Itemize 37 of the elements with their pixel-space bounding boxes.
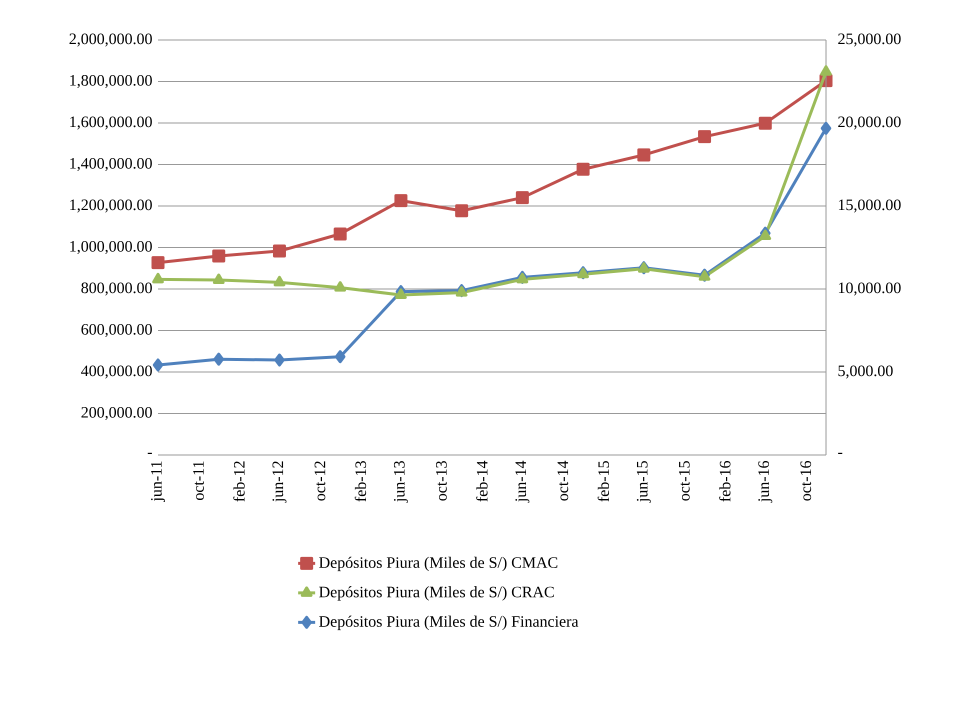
x-tick-label: feb-13 [354, 461, 366, 502]
y-tick-label: 200,000.00 [81, 406, 152, 420]
legend-label: Depósitos Piura (Miles de S/) Financiera [319, 616, 578, 630]
x-tick-label: oct-12 [314, 461, 326, 501]
y2-tick-label: 5,000.00 [838, 365, 893, 379]
x-tick-label: jun-13 [394, 461, 408, 503]
x-tick-label: oct-14 [558, 460, 568, 501]
y-tick-label: - [148, 452, 152, 454]
y2-tick-label: 10,000.00 [838, 282, 901, 296]
y2-tick-label: 20,000.00 [838, 116, 901, 130]
x-tick-label: jun-11 [151, 461, 165, 502]
x-tick-label: jun-12 [272, 461, 286, 503]
x-tick-label: feb-16 [719, 460, 730, 502]
x-tick-label: oct-16 [800, 460, 812, 501]
x-tick-label: feb-12 [233, 461, 245, 502]
y-tick-label: 1,400,000.00 [70, 158, 152, 172]
x-tick-label: oct-15 [678, 461, 690, 501]
y2-tick-label: - [838, 452, 842, 454]
x-tick-label: jun-15 [636, 461, 651, 503]
x-tick-label: feb-14 [476, 460, 488, 502]
x-tick-label: feb-15 [598, 461, 610, 502]
y-tick-label: 2,000,000.00 [70, 33, 152, 47]
legend-label: Depósitos Piura (Miles de S/) CRAC [319, 586, 554, 601]
y-tick-label: 1,800,000.00 [70, 74, 152, 88]
y2-tick-label: 25,000.00 [838, 33, 901, 47]
y-tick-label: 1,200,000.00 [70, 199, 152, 213]
y2-tick-label: 15,000.00 [838, 199, 901, 213]
x-tick-label: oct-11 [193, 461, 204, 500]
y-tick-label: 1,000,000.00 [70, 240, 152, 254]
y-tick-label: 400,000.00 [81, 365, 152, 379]
x-tick-label: jun-16 [758, 460, 772, 503]
y-tick-label: 800,000.00 [81, 282, 152, 296]
y-tick-label: 600,000.00 [81, 324, 152, 338]
y-tick-label: 1,600,000.00 [70, 116, 152, 130]
x-tick-label: jun-14 [515, 460, 530, 503]
x-tick-label: oct-13 [436, 461, 447, 501]
legend-label: Depósitos Piura (Miles de S/) CMAC [319, 556, 558, 572]
